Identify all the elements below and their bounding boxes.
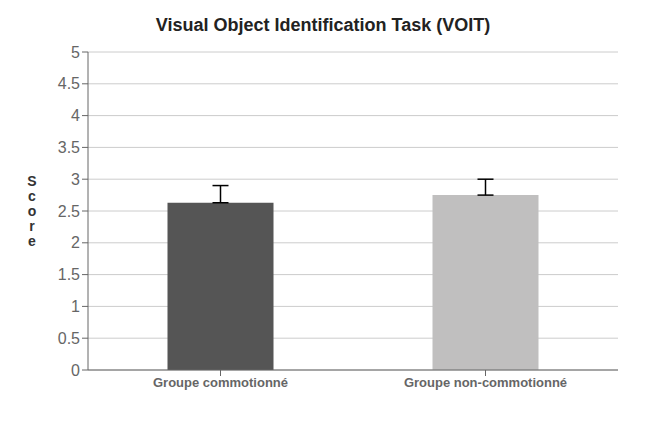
svg-text:3.5: 3.5 [58, 139, 80, 156]
svg-text:4: 4 [71, 107, 80, 124]
html-text:Visual Object Identification T: Visual Object Identification Task (VOIT) [155, 15, 491, 35]
svg-text:5: 5 [71, 44, 80, 61]
svg-text:4.5: 4.5 [58, 75, 80, 92]
svg-text:0: 0 [71, 362, 80, 379]
svg-text:0.5: 0.5 [58, 330, 80, 347]
svg-text:1.5: 1.5 [58, 266, 80, 283]
svg-text:3: 3 [71, 171, 80, 188]
svg-text:2: 2 [71, 234, 80, 251]
svg-text:Score: Score [27, 173, 36, 249]
svg-text:1: 1 [71, 298, 80, 315]
svg-text:2.5: 2.5 [58, 203, 80, 220]
svg-text:Groupe non-commotionné: Groupe non-commotionné [404, 375, 567, 390]
svg-text:Groupe commotionné: Groupe commotionné [153, 375, 288, 390]
